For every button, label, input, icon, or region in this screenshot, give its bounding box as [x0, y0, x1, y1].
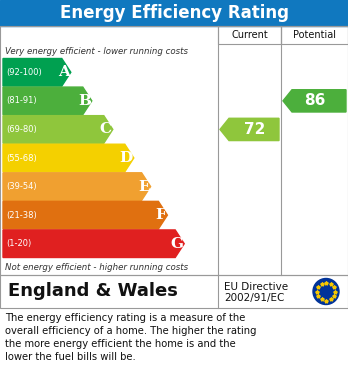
- Text: (21-38): (21-38): [6, 211, 37, 220]
- Text: Very energy efficient - lower running costs: Very energy efficient - lower running co…: [5, 47, 188, 56]
- Text: (92-100): (92-100): [6, 68, 42, 77]
- Bar: [218, 26, 281, 44]
- Polygon shape: [283, 90, 346, 112]
- Polygon shape: [3, 59, 71, 86]
- Text: Not energy efficient - higher running costs: Not energy efficient - higher running co…: [5, 262, 188, 271]
- Text: lower the fuel bills will be.: lower the fuel bills will be.: [5, 352, 136, 362]
- Text: C: C: [100, 122, 112, 136]
- Text: England & Wales: England & Wales: [8, 283, 178, 301]
- Polygon shape: [220, 118, 279, 141]
- Text: (81-91): (81-91): [6, 96, 37, 105]
- Text: (69-80): (69-80): [6, 125, 37, 134]
- Bar: [0, 275, 348, 308]
- Polygon shape: [3, 201, 167, 229]
- Bar: [0, 26, 348, 275]
- Text: F: F: [156, 208, 166, 222]
- Text: overall efficiency of a home. The higher the rating: overall efficiency of a home. The higher…: [5, 326, 256, 336]
- Text: EU Directive: EU Directive: [224, 282, 288, 292]
- Text: (55-68): (55-68): [6, 154, 37, 163]
- Text: Current: Current: [231, 30, 268, 40]
- Text: D: D: [120, 151, 133, 165]
- Polygon shape: [3, 87, 92, 115]
- Text: G: G: [170, 237, 183, 251]
- Text: (39-54): (39-54): [6, 182, 37, 191]
- Circle shape: [313, 278, 339, 305]
- Text: 72: 72: [244, 122, 265, 137]
- Polygon shape: [3, 144, 134, 172]
- Text: E: E: [138, 179, 150, 194]
- Text: (1-20): (1-20): [6, 239, 31, 248]
- Text: Potential: Potential: [293, 30, 336, 40]
- Text: the more energy efficient the home is and the: the more energy efficient the home is an…: [5, 339, 236, 349]
- Text: Energy Efficiency Rating: Energy Efficiency Rating: [60, 4, 288, 22]
- Bar: [0, 0, 348, 26]
- Polygon shape: [3, 230, 184, 258]
- Polygon shape: [3, 116, 113, 143]
- Bar: [281, 26, 348, 44]
- Text: 86: 86: [304, 93, 325, 108]
- Text: The energy efficiency rating is a measure of the: The energy efficiency rating is a measur…: [5, 313, 245, 323]
- Text: A: A: [58, 65, 70, 79]
- Polygon shape: [3, 173, 151, 200]
- Text: B: B: [78, 94, 91, 108]
- Text: 2002/91/EC: 2002/91/EC: [224, 292, 284, 303]
